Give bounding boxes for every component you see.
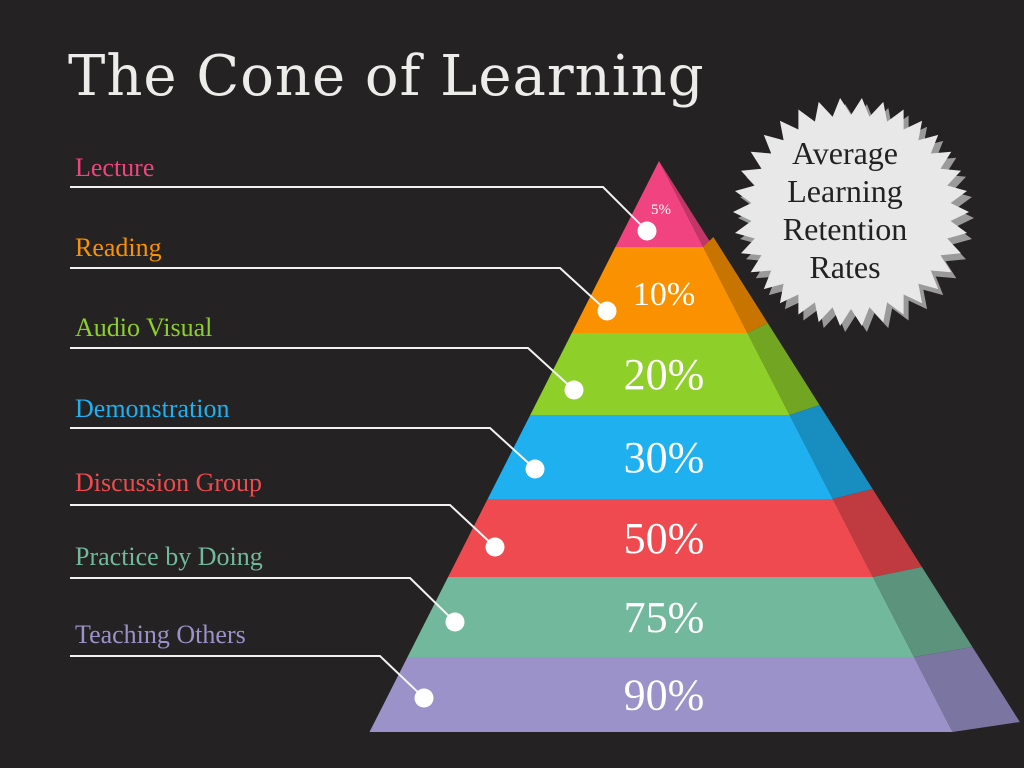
band-front-face bbox=[615, 161, 704, 247]
band-front-face bbox=[369, 657, 953, 732]
pyramid-band: 30% bbox=[487, 405, 873, 499]
leader-dot bbox=[597, 301, 617, 321]
retention-rates-badge: Average Learning Retention Rates bbox=[733, 98, 974, 332]
labels: Lecture Reading Audio Visual Demonstration D… bbox=[70, 153, 657, 708]
level-label: Demonstration bbox=[70, 394, 545, 479]
level-label: Reading bbox=[70, 233, 617, 321]
band-percentage: 75% bbox=[624, 593, 705, 642]
band-percentage: 90% bbox=[624, 671, 705, 720]
band-front-face bbox=[448, 499, 873, 577]
level-label: Practice by Doing bbox=[70, 542, 465, 632]
pyramid: 5% 10% 20% 30% 50% 75% 90% bbox=[369, 161, 1020, 732]
leader-line bbox=[70, 427, 536, 470]
band-percentage: 5% bbox=[651, 202, 671, 218]
leader-dot bbox=[564, 380, 584, 400]
band-side-face bbox=[789, 405, 873, 499]
badge-line-3: Retention bbox=[783, 211, 907, 247]
level-label: Teaching Others bbox=[70, 620, 434, 708]
band-side-face bbox=[832, 489, 922, 577]
band-front-face bbox=[530, 333, 790, 415]
level-label-text: Reading bbox=[75, 233, 162, 262]
pyramid-band: 10% bbox=[571, 237, 768, 333]
leader-dot bbox=[485, 537, 505, 557]
level-label: Audio Visual bbox=[70, 313, 584, 400]
badge-line-1: Average bbox=[792, 135, 898, 171]
level-label: Lecture bbox=[70, 153, 657, 241]
leader-line bbox=[70, 655, 425, 699]
leader-line bbox=[70, 347, 575, 391]
leader-line bbox=[70, 577, 456, 623]
level-label-text: Audio Visual bbox=[75, 313, 212, 342]
level-label-text: Practice by Doing bbox=[75, 542, 263, 571]
title: The Cone of Learning bbox=[68, 44, 705, 109]
band-percentage: 50% bbox=[624, 514, 705, 563]
band-side-face bbox=[913, 647, 1020, 732]
band-percentage: 10% bbox=[633, 276, 695, 313]
pyramid-band: 50% bbox=[448, 489, 922, 577]
badge-starburst bbox=[733, 98, 969, 326]
leader-dot bbox=[414, 688, 434, 708]
pyramid-band: 75% bbox=[407, 567, 973, 657]
leader-line bbox=[70, 267, 608, 312]
band-front-face bbox=[407, 577, 914, 657]
pyramid-band: 5% bbox=[615, 161, 714, 247]
band-side-face bbox=[872, 567, 973, 657]
band-percentage: 20% bbox=[624, 350, 705, 399]
level-label-text: Lecture bbox=[75, 153, 154, 182]
leader-line bbox=[70, 186, 648, 232]
badge-line-4: Rates bbox=[809, 249, 880, 285]
level-label: Discussion Group bbox=[70, 468, 505, 557]
level-label-text: Demonstration bbox=[75, 394, 230, 423]
band-side-face bbox=[659, 161, 714, 247]
leader-dot bbox=[445, 612, 465, 632]
band-side-face bbox=[747, 323, 820, 415]
leader-line bbox=[70, 504, 496, 548]
band-front-face bbox=[487, 415, 833, 499]
pyramid-band: 90% bbox=[369, 647, 1020, 732]
level-label-text: Teaching Others bbox=[75, 620, 246, 649]
leader-dot bbox=[637, 221, 657, 241]
badge-line-2: Learning bbox=[787, 173, 903, 209]
band-percentage: 30% bbox=[624, 433, 705, 482]
level-label-text: Discussion Group bbox=[75, 468, 262, 497]
leader-dot bbox=[525, 459, 545, 479]
pyramid-band: 20% bbox=[530, 323, 820, 415]
band-side-face bbox=[703, 237, 768, 333]
